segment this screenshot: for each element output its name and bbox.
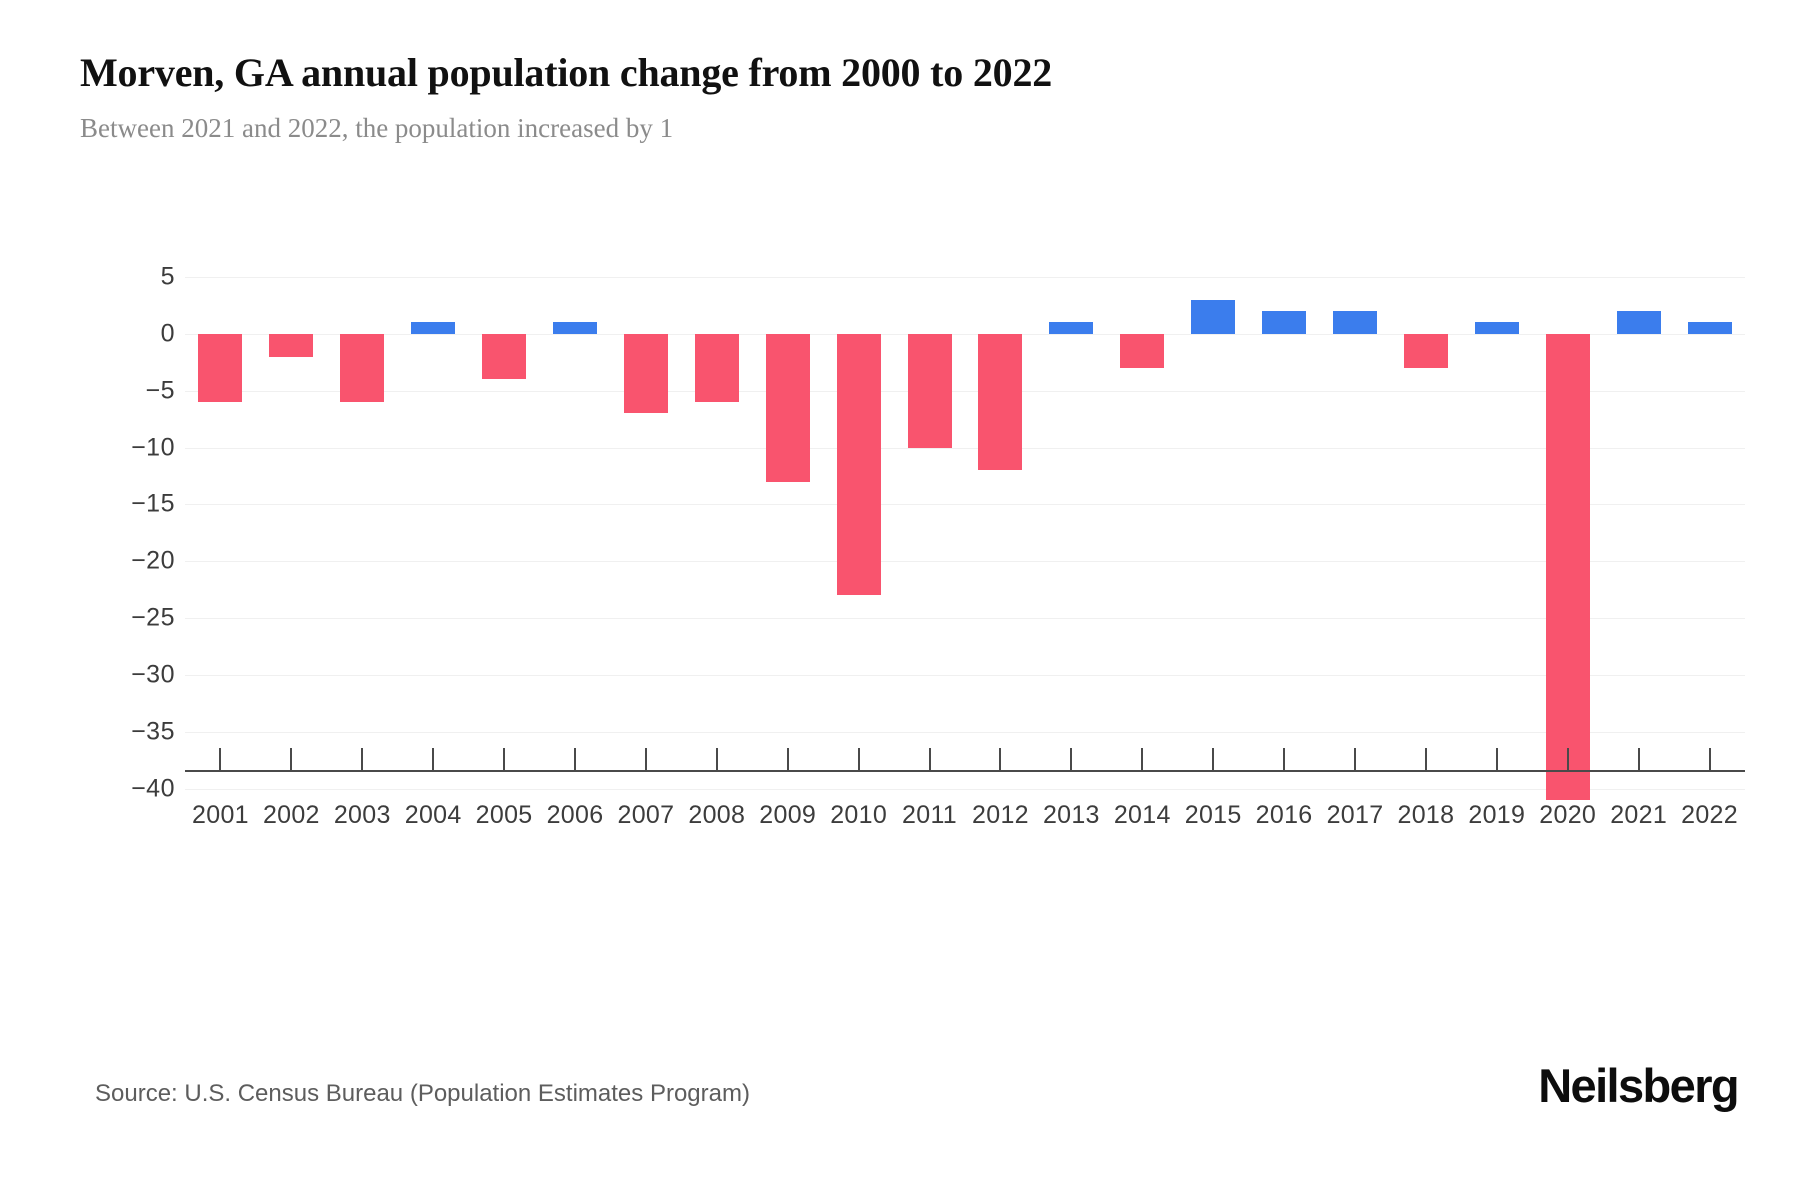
x-axis-tick: [1141, 748, 1144, 770]
x-axis-tick: [999, 748, 1002, 770]
x-axis-tick: [1708, 748, 1711, 770]
chart-bar[interactable]: [340, 333, 385, 403]
chart-plot-area: 5 0 −5 −10 −15 −20 −25 −30 −35 −40 2001 2002 2003 20…: [0, 215, 1800, 895]
x-axis-tick-label: 2013: [1042, 801, 1100, 829]
x-axis-tick-label: 2011: [902, 801, 958, 829]
x-axis-tick-label: 2015: [1184, 801, 1242, 829]
chart-bar[interactable]: [1403, 333, 1448, 368]
gridline: [185, 561, 1745, 563]
chart-bar[interactable]: [1049, 322, 1094, 334]
x-axis-tick-label: 2005: [475, 801, 533, 829]
x-axis-tick: [715, 748, 718, 770]
x-axis-tick: [1283, 748, 1286, 770]
chart-bar[interactable]: [836, 333, 881, 596]
chart-bar[interactable]: [553, 322, 597, 334]
x-axis-tick: [1354, 748, 1356, 770]
x-axis-tick: [1070, 748, 1073, 770]
x-axis-tick: [928, 748, 931, 770]
chart-bar[interactable]: [907, 333, 952, 448]
chart-bar[interactable]: [198, 333, 243, 403]
x-axis-tick-label: 2006: [546, 801, 604, 829]
chart-bar[interactable]: [623, 333, 668, 414]
x-axis-tick-label: 2019: [1468, 801, 1526, 829]
x-axis-tick: [857, 748, 860, 770]
source-note: Source: U.S. Census Bureau (Population E…: [95, 1080, 750, 1107]
x-axis-tick-label: 2018: [1397, 801, 1455, 829]
x-axis-tick: [361, 748, 364, 770]
gridline: [185, 277, 1745, 278]
gridline: [185, 731, 1745, 733]
x-axis-tick-label: 2020: [1539, 801, 1597, 829]
x-axis-tick: [1495, 748, 1498, 770]
y-axis-tick-label: −20: [131, 546, 175, 575]
x-axis-tick-label: 2022: [1681, 801, 1738, 829]
x-axis-tick: [503, 748, 506, 770]
chart-bar[interactable]: [1545, 333, 1590, 801]
gridline: [185, 390, 1745, 392]
chart-bar[interactable]: [269, 333, 314, 357]
x-axis-tick-label: 2009: [759, 801, 817, 829]
x-axis-tick: [1637, 748, 1640, 770]
x-axis-tick-label: 2014: [1113, 801, 1171, 829]
x-axis-tick-label: 2003: [333, 801, 391, 829]
chart-bar[interactable]: [1616, 311, 1661, 334]
brand-logo: Neilsberg: [1538, 1059, 1739, 1112]
x-axis-tick-label: 2008: [688, 801, 746, 829]
chart-bar[interactable]: [411, 322, 456, 334]
chart-bar[interactable]: [765, 333, 810, 482]
x-axis-line: [185, 770, 1745, 772]
x-axis-tick: [1212, 748, 1215, 770]
page-title: Morven, GA annual population change from…: [80, 50, 1053, 95]
chart-bar[interactable]: [1120, 333, 1165, 368]
gridline: [185, 333, 1745, 335]
chart-bar[interactable]: [1191, 299, 1236, 334]
x-axis-tick: [574, 748, 576, 770]
y-axis-tick-label: 0: [160, 319, 175, 348]
chart-bar[interactable]: [978, 333, 1023, 471]
gridline: [185, 447, 1745, 449]
x-axis-tick: [432, 748, 435, 770]
x-axis-tick: [644, 748, 647, 770]
bars-layer: [185, 277, 1745, 807]
y-axis-tick-label: −25: [131, 603, 175, 632]
y-axis-tick-label: −15: [131, 489, 175, 518]
chart-bar[interactable]: [1262, 311, 1307, 334]
x-axis-tick-label: 2012: [972, 801, 1029, 829]
x-axis-tick-label: 2004: [404, 801, 462, 829]
bars-plot: [185, 277, 1745, 807]
chart-subtitle: Between 2021 and 2022, the population in…: [80, 113, 674, 143]
x-axis-tick-label: 2002: [262, 801, 320, 829]
x-axis-tick-label: 2017: [1326, 801, 1384, 829]
y-axis-tick-label: −5: [145, 376, 175, 405]
x-axis-tick: [290, 748, 293, 770]
y-axis-tick-label: 5: [160, 262, 175, 291]
x-axis-tick-label: 2021: [1610, 801, 1668, 829]
x-axis-tick-label: 2016: [1255, 801, 1313, 829]
x-axis-tick: [219, 748, 222, 770]
chart-bar[interactable]: [1474, 322, 1519, 334]
y-axis-tick-label: −40: [131, 774, 175, 803]
chart-bar[interactable]: [482, 333, 527, 380]
chart-header: Morven, GA annual population change from…: [80, 50, 1720, 144]
y-axis-tick-label: −35: [131, 717, 175, 746]
chart-bar[interactable]: [1333, 311, 1377, 334]
chart-bar[interactable]: [1687, 322, 1732, 334]
x-axis-tick-label: 2010: [830, 801, 888, 829]
x-axis-tick: [1566, 748, 1569, 770]
x-axis-tick: [1424, 748, 1427, 770]
gridline: [185, 675, 1745, 677]
chart-bar[interactable]: [694, 333, 739, 403]
y-axis-tick-label: −10: [131, 433, 175, 462]
gridline: [185, 618, 1745, 620]
gridline: [185, 788, 1745, 790]
x-axis-tick-label: 2001: [192, 801, 249, 829]
x-axis-tick: [786, 748, 789, 770]
gridline: [185, 504, 1745, 506]
x-axis-tick-label: 2007: [617, 801, 675, 829]
y-axis-tick-label: −30: [131, 660, 175, 689]
